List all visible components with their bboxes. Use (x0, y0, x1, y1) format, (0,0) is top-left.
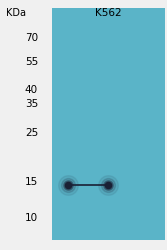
Text: 55: 55 (25, 57, 38, 67)
Text: 15: 15 (25, 177, 38, 187)
Point (107, 183, 109, 187)
Point (67, 183, 69, 187)
Text: K562: K562 (95, 8, 122, 18)
Bar (52, 8, 165, 240)
Point (107, 183, 109, 187)
Text: 25: 25 (25, 128, 38, 138)
Point (67, 183, 69, 187)
Text: 35: 35 (25, 99, 38, 109)
Point (67, 183, 69, 187)
Text: KDa: KDa (6, 8, 26, 18)
Point (107, 183, 109, 187)
Text: 10: 10 (25, 213, 38, 223)
Text: 70: 70 (25, 33, 38, 43)
Text: 40: 40 (25, 85, 38, 95)
